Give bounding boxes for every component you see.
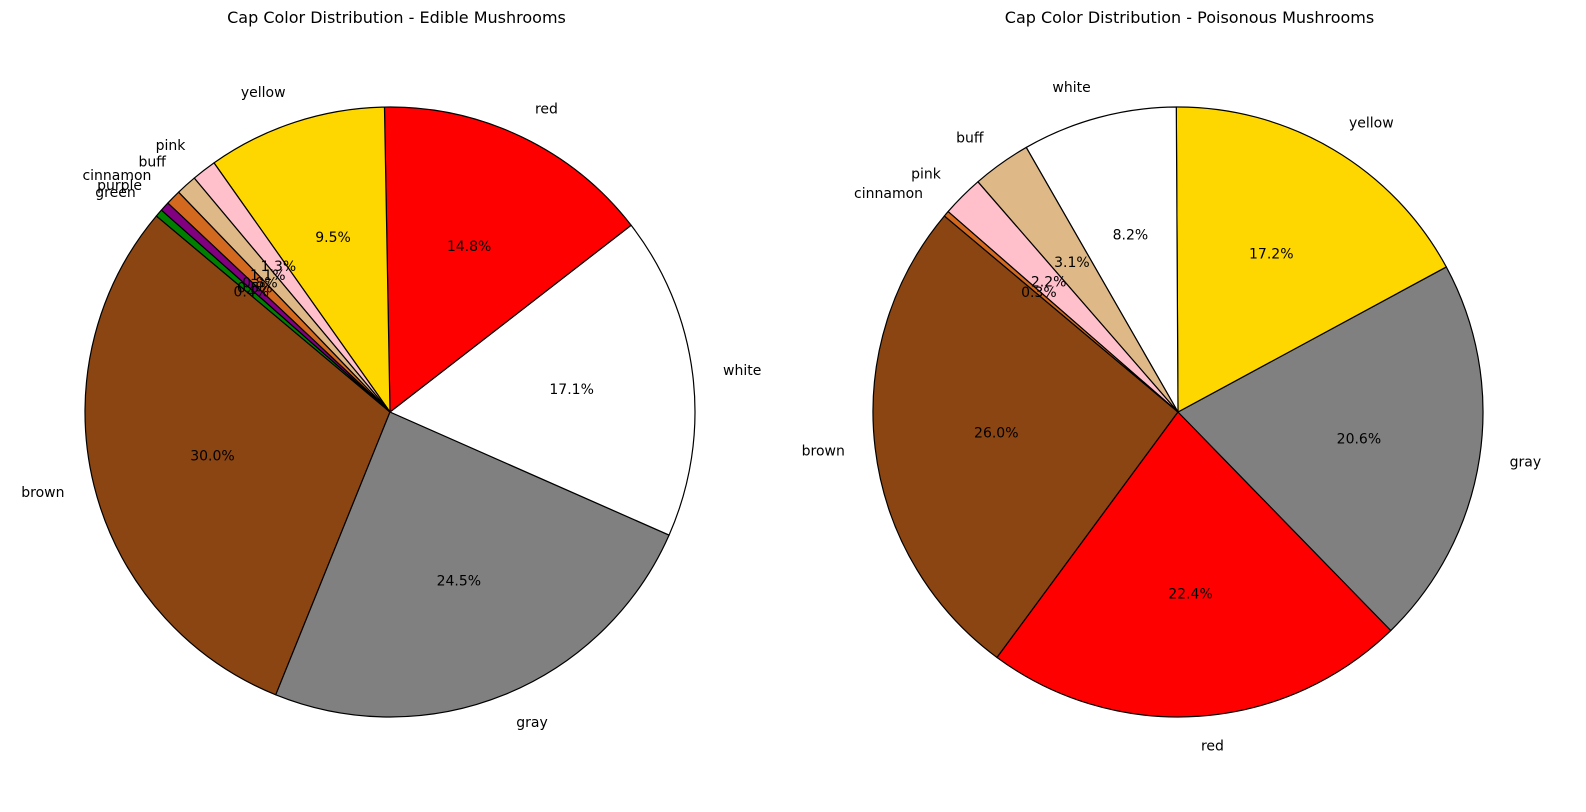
pie-slice-red xyxy=(383,106,632,413)
edible-pie-svg: brown 30.0% gray 24.5% white 17.1% red 14.8% yel… xyxy=(21,85,761,731)
pie-slice-cinnamon xyxy=(943,210,1179,413)
pie-slice-yellow xyxy=(1175,106,1447,413)
chart-title: Cap Color Distribution - Poisonous Mushr… xyxy=(1004,8,1375,27)
slice-label-green: green xyxy=(95,185,135,201)
slice-pct-red: 14.8% xyxy=(447,239,491,255)
poisonous-pie-svg: brown 26.0% red 22.4% gray 20.6% yellow 17.2% wh… xyxy=(802,80,1542,755)
pie-slice-brown xyxy=(872,215,1179,659)
slice-pct-gray: 24.5% xyxy=(437,574,481,590)
slice-label-brown: brown xyxy=(21,485,64,501)
slice-label-purple: purple xyxy=(97,178,142,194)
slice-label-white: white xyxy=(723,363,761,379)
pie-slice-white xyxy=(1025,106,1179,413)
slice-label-pink: pink xyxy=(156,138,187,154)
slice-pct-yellow: 9.5% xyxy=(315,230,351,246)
slice-pct-red: 22.4% xyxy=(1168,587,1212,603)
pie-slice-green xyxy=(155,209,391,413)
pie-slice-white xyxy=(389,224,696,536)
slice-pct-pink: 2.2% xyxy=(1031,275,1067,291)
pie-slice-brown xyxy=(84,215,391,696)
slice-label-yellow: yellow xyxy=(241,85,286,101)
slice-pct-pink: 1.3% xyxy=(261,259,297,275)
slice-pct-buff: 3.1% xyxy=(1054,255,1090,271)
slice-pct-cinnamon: 0.8% xyxy=(242,275,278,291)
labels: brown 26.0% red 22.4% gray 20.6% yellow 17.2% wh… xyxy=(802,80,1542,755)
slice-pct-brown: 30.0% xyxy=(190,448,234,464)
chart-title: Cap Color Distribution - Edible Mushroom… xyxy=(227,8,566,27)
slice-label-red: red xyxy=(1201,739,1224,755)
slice-label-yellow: yellow xyxy=(1349,115,1394,131)
slice-pct-buff: 1.1% xyxy=(250,268,286,284)
pie-slice-gray xyxy=(1177,266,1484,632)
slice-label-cinnamon: cinnamon xyxy=(82,168,151,184)
labels: brown 30.0% gray 24.5% white 17.1% red 14.8% yel… xyxy=(21,85,761,731)
pie-slice-yellow xyxy=(213,106,391,413)
slice-pct-purple: 0.5% xyxy=(237,281,273,297)
slice-label-white: white xyxy=(1052,80,1090,96)
slice-pct-brown: 26.0% xyxy=(974,426,1018,442)
pie-slice-red xyxy=(996,411,1392,718)
wedges xyxy=(872,106,1484,718)
edible-pie-chart: Cap Color Distribution - Edible Mushroom… xyxy=(21,8,761,731)
slice-pct-white: 8.2% xyxy=(1113,227,1149,243)
slice-label-buff: buff xyxy=(139,154,167,170)
slice-label-cinnamon: cinnamon xyxy=(854,186,923,202)
slice-label-pink: pink xyxy=(911,167,942,183)
poisonous-pie-chart: Cap Color Distribution - Poisonous Mushr… xyxy=(793,0,1586,812)
wedges xyxy=(84,106,696,718)
pie-slice-gray xyxy=(275,411,670,718)
slice-pct-cinnamon: 0.3% xyxy=(1021,285,1057,301)
slice-pct-gray: 20.6% xyxy=(1337,432,1381,448)
slice-label-brown: brown xyxy=(802,444,845,460)
slice-pct-white: 17.1% xyxy=(549,382,593,398)
slice-label-buff: buff xyxy=(956,131,984,147)
slice-label-red: red xyxy=(535,101,558,117)
slice-pct-green: 0.4% xyxy=(234,285,270,301)
slice-label-gray: gray xyxy=(516,715,548,731)
slice-label-gray: gray xyxy=(1510,455,1542,471)
slice-pct-yellow: 17.2% xyxy=(1249,247,1293,263)
